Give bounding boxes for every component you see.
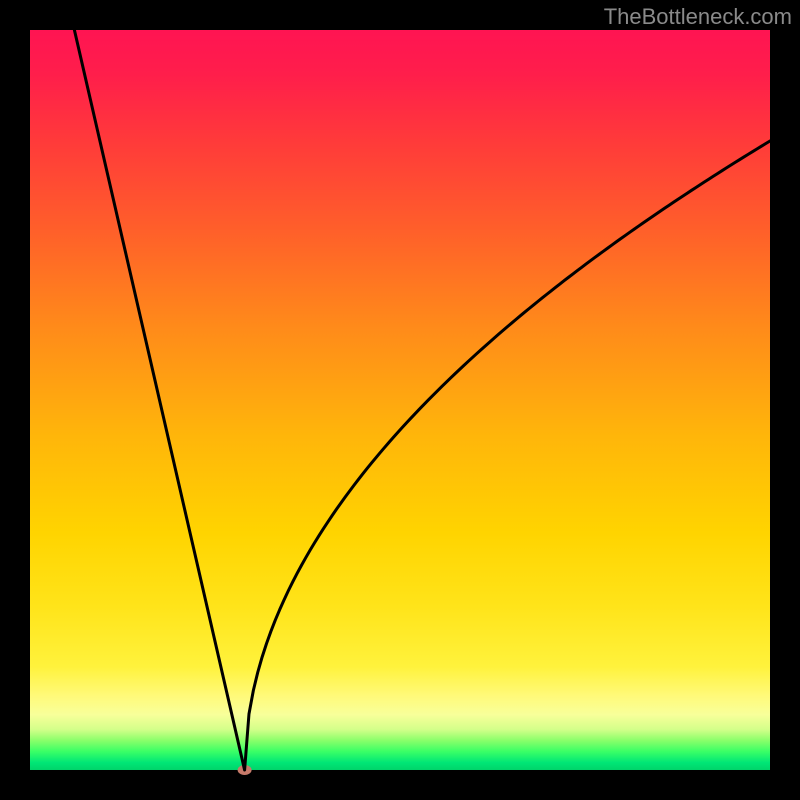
- bottleneck-chart: [0, 0, 800, 800]
- plot-background: [30, 30, 770, 770]
- chart-container: TheBottleneck.com: [0, 0, 800, 800]
